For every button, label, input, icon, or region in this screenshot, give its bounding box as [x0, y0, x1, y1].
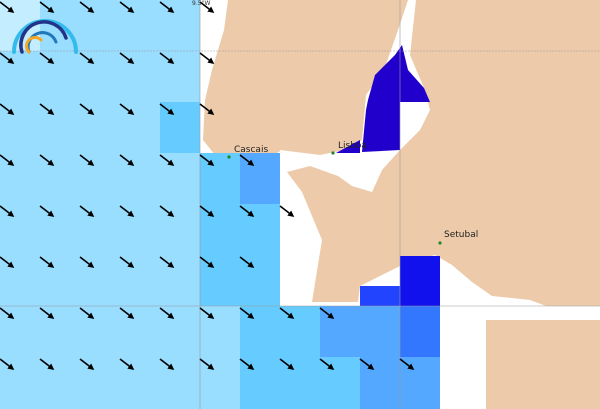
- sea-cells-over-land: [200, 45, 440, 409]
- current-arrow-icon: [159, 154, 175, 166]
- current-arrow-icon: [119, 103, 135, 115]
- sea-cell: [240, 306, 320, 409]
- current-arrow-icon: [279, 307, 295, 319]
- current-arrow-icon: [79, 52, 95, 64]
- current-arrow-icon: [0, 1, 15, 13]
- current-arrow-icon: [199, 307, 215, 319]
- current-arrow-icon: [279, 358, 295, 370]
- current-arrow-icon: [39, 154, 55, 166]
- current-arrow-icon: [39, 52, 55, 64]
- estuary-cell: [336, 140, 360, 153]
- current-arrow-icon: [319, 307, 335, 319]
- place-dot-setubal: [438, 241, 442, 245]
- current-arrow-icon: [119, 358, 135, 370]
- current-arrow-icon: [39, 358, 55, 370]
- ocean-and-estuary-water: [280, 0, 600, 409]
- current-arrow-icon: [0, 358, 15, 370]
- current-arrow-icon: [279, 205, 295, 217]
- current-arrow-icon: [39, 1, 55, 13]
- current-arrow-icon: [239, 358, 255, 370]
- sea-cell: [400, 306, 440, 357]
- current-arrow-icon: [159, 205, 175, 217]
- sea-cell: [200, 306, 240, 409]
- sea-cells: [0, 0, 200, 409]
- current-arrow-icon: [119, 154, 135, 166]
- sea-cell: [400, 256, 440, 306]
- sea-cell: [160, 102, 200, 153]
- current-arrow-icon: [0, 154, 15, 166]
- current-arrow-icon: [199, 205, 215, 217]
- sea-cell: [320, 306, 400, 357]
- current-arrow-icon: [79, 103, 95, 115]
- place-label-cascais: Cascais: [234, 145, 269, 155]
- current-arrow-icon: [0, 52, 15, 64]
- place-dot-cascais: [227, 155, 231, 159]
- current-arrow-icon: [39, 103, 55, 115]
- current-arrow-icon: [199, 52, 215, 64]
- current-arrow-icon: [239, 154, 255, 166]
- current-arrows: [0, 1, 415, 370]
- current-arrow-icon: [159, 307, 175, 319]
- place-label-setubal: Setubal: [444, 230, 479, 240]
- current-arrow-icon: [199, 1, 215, 13]
- graticule-label: 9.5°W: [192, 0, 211, 7]
- sea-cell: [320, 357, 360, 409]
- sea-cell: [360, 286, 400, 306]
- current-arrow-icon: [159, 52, 175, 64]
- current-arrow-icon: [399, 358, 415, 370]
- current-arrow-icon: [79, 256, 95, 268]
- current-arrow-icon: [79, 154, 95, 166]
- current-arrow-icon: [239, 256, 255, 268]
- wave-arc-logo-icon: [12, 19, 78, 54]
- sea-cell: [0, 0, 200, 409]
- current-arrow-icon: [119, 52, 135, 64]
- current-arrow-icon: [119, 256, 135, 268]
- estuary-cell: [362, 45, 430, 152]
- sea-cell: [240, 153, 280, 204]
- current-arrow-icon: [159, 358, 175, 370]
- current-arrow-icon: [159, 1, 175, 13]
- current-arrow-icon: [199, 358, 215, 370]
- current-arrow-icon: [359, 358, 375, 370]
- current-arrow-icon: [199, 103, 215, 115]
- current-arrow-icon: [119, 205, 135, 217]
- current-arrow-icon: [0, 103, 15, 115]
- current-arrow-icon: [0, 205, 15, 217]
- place-dot-lisboa: [331, 151, 335, 155]
- current-arrow-icon: [159, 256, 175, 268]
- current-arrow-icon: [319, 358, 335, 370]
- current-arrow-icon: [199, 154, 215, 166]
- current-arrow-icon: [79, 205, 95, 217]
- sea-cell: [240, 204, 280, 306]
- current-arrow-icon: [79, 1, 95, 13]
- current-arrow-icon: [0, 256, 15, 268]
- current-arrow-icon: [79, 358, 95, 370]
- current-arrow-icon: [79, 307, 95, 319]
- current-arrow-icon: [239, 205, 255, 217]
- current-arrow-icon: [39, 307, 55, 319]
- sea-cell: [200, 153, 240, 306]
- current-arrow-icon: [39, 205, 55, 217]
- current-arrow-icon: [119, 1, 135, 13]
- current-arrow-icon: [239, 307, 255, 319]
- place-label-lisboa: Lisboa: [338, 141, 367, 151]
- current-arrow-icon: [159, 103, 175, 115]
- current-arrow-icon: [39, 256, 55, 268]
- current-arrow-icon: [0, 307, 15, 319]
- current-arrow-icon: [199, 256, 215, 268]
- current-arrow-icon: [119, 307, 135, 319]
